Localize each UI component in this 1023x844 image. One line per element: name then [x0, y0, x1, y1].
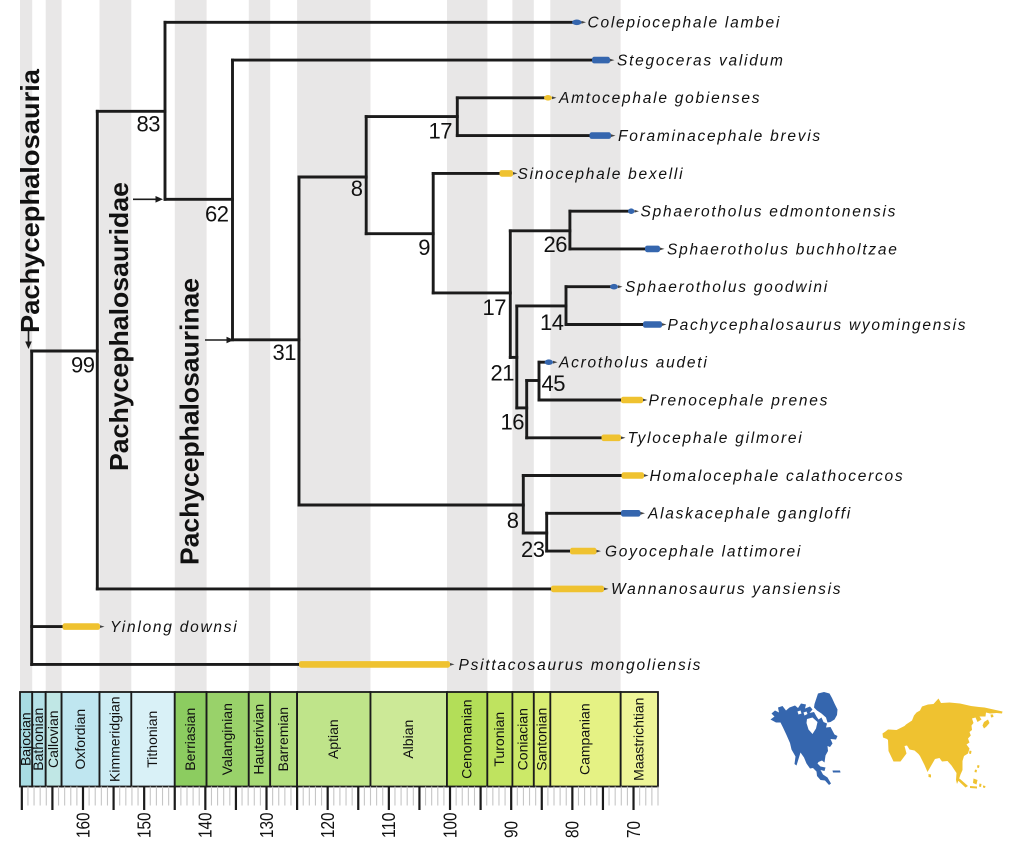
- svg-text:90: 90: [502, 821, 522, 838]
- svg-text:Goyocephale lattimorei: Goyocephale lattimorei: [605, 544, 802, 561]
- svg-text:8: 8: [351, 176, 363, 201]
- svg-text:Berriasian: Berriasian: [182, 708, 198, 771]
- svg-text:Campanian: Campanian: [577, 703, 593, 775]
- svg-text:17: 17: [429, 119, 453, 144]
- svg-text:Callovian: Callovian: [45, 710, 61, 768]
- svg-text:Pachycephalosauridae: Pachycephalosauridae: [104, 182, 134, 471]
- svg-text:80: 80: [563, 821, 583, 838]
- svg-text:Psittacosaurus mongoliensis: Psittacosaurus mongoliensis: [459, 657, 703, 674]
- svg-text:Amtocephale gobienses: Amtocephale gobienses: [558, 90, 761, 107]
- svg-text:16: 16: [501, 410, 525, 435]
- svg-text:Pachycephalosaurus wyomingensi: Pachycephalosaurus wyomingensis: [668, 317, 968, 334]
- svg-text:Valanginian: Valanginian: [219, 703, 235, 775]
- svg-text:Tithonian: Tithonian: [144, 711, 160, 768]
- svg-text:Foraminacephale brevis: Foraminacephale brevis: [618, 128, 822, 145]
- svg-text:62: 62: [205, 202, 229, 227]
- svg-text:83: 83: [137, 112, 161, 137]
- svg-text:Prenocephale prenes: Prenocephale prenes: [649, 392, 830, 409]
- svg-text:21: 21: [491, 361, 515, 386]
- svg-text:150: 150: [135, 813, 155, 839]
- svg-text:Barremian: Barremian: [275, 707, 291, 772]
- svg-text:Oxfordian: Oxfordian: [72, 709, 88, 770]
- svg-text:Bathonian: Bathonian: [30, 708, 46, 771]
- svg-text:130: 130: [257, 813, 277, 839]
- svg-text:45: 45: [542, 371, 566, 396]
- svg-text:23: 23: [521, 537, 545, 562]
- svg-text:Colepiocephale lambei: Colepiocephale lambei: [588, 15, 782, 32]
- svg-text:Turonian: Turonian: [491, 712, 507, 767]
- svg-text:140: 140: [196, 813, 216, 839]
- svg-text:Albian: Albian: [400, 720, 416, 759]
- svg-text:Kimmeridgian: Kimmeridgian: [107, 696, 123, 782]
- svg-text:110: 110: [379, 813, 399, 839]
- svg-text:Yinlong downsi: Yinlong downsi: [110, 619, 238, 636]
- svg-text:Sphaerotholus buchholtzae: Sphaerotholus buchholtzae: [667, 241, 899, 258]
- svg-text:Bajocian: Bajocian: [17, 712, 33, 766]
- svg-text:Acrotholus audeti: Acrotholus audeti: [558, 355, 709, 372]
- svg-text:Cenomanian: Cenomanian: [458, 700, 474, 779]
- svg-text:Pachycephalosaurinae: Pachycephalosaurinae: [175, 278, 205, 565]
- svg-text:14: 14: [540, 310, 564, 335]
- svg-text:9: 9: [418, 235, 430, 260]
- svg-text:31: 31: [273, 340, 297, 365]
- svg-text:Sphaerotholus edmontonensis: Sphaerotholus edmontonensis: [641, 204, 898, 221]
- svg-text:99: 99: [71, 353, 95, 378]
- svg-text:Santonian: Santonian: [533, 708, 549, 771]
- svg-text:100: 100: [440, 813, 460, 839]
- svg-text:Wannanosaurus yansiensis: Wannanosaurus yansiensis: [611, 581, 842, 598]
- svg-text:Coniacian: Coniacian: [514, 708, 530, 770]
- svg-text:17: 17: [483, 295, 507, 320]
- svg-text:160: 160: [73, 813, 93, 839]
- svg-text:8: 8: [507, 508, 519, 533]
- svg-text:Sphaerotholus goodwini: Sphaerotholus goodwini: [625, 279, 829, 296]
- svg-text:Tylocephale gilmorei: Tylocephale gilmorei: [628, 430, 804, 447]
- svg-text:Aptian: Aptian: [325, 719, 341, 759]
- svg-text:Alaskacephale gangloffi: Alaskacephale gangloffi: [647, 506, 852, 523]
- svg-text:Sinocephale bexelli: Sinocephale bexelli: [518, 166, 685, 183]
- svg-text:Homalocephale calathocercos: Homalocephale calathocercos: [650, 468, 905, 485]
- svg-text:120: 120: [318, 813, 338, 839]
- svg-text:Pachycephalosauria: Pachycephalosauria: [15, 68, 45, 333]
- svg-text:Stegoceras validum: Stegoceras validum: [617, 53, 785, 70]
- svg-text:26: 26: [544, 232, 568, 257]
- svg-text:Hauterivian: Hauterivian: [251, 704, 267, 775]
- svg-text:70: 70: [624, 821, 644, 838]
- svg-text:Maastrichtian: Maastrichtian: [631, 698, 647, 781]
